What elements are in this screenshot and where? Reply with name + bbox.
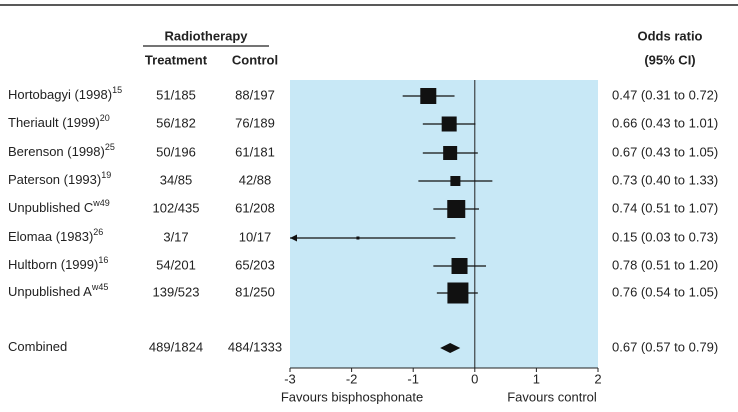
study-name: Paterson (1993)19	[8, 170, 111, 187]
column-header: Odds ratio	[637, 28, 702, 43]
odds-ratio: 0.74 (0.51 to 1.07)	[612, 200, 718, 215]
study-label: Hortobagyi (1998)	[8, 87, 112, 102]
study-name: Theriault (1999)20	[8, 113, 110, 130]
study-name: Unpublished Aw45	[8, 282, 108, 299]
study-label: Berenson (1998)	[8, 144, 105, 159]
control-count: 76/189	[235, 115, 275, 130]
x-axis-label: Favours bisphosphonate	[281, 389, 423, 404]
reference: w49	[92, 198, 110, 208]
study-label: Unpublished A	[8, 284, 92, 299]
x-tick-label: -2	[346, 371, 358, 386]
study-label: Elomaa (1983)	[8, 229, 93, 244]
reference: 19	[101, 170, 111, 180]
treatment-count: 51/185	[156, 87, 196, 102]
study-estimate	[420, 88, 437, 104]
plot-clip	[290, 88, 493, 353]
control-count: 61/208	[235, 200, 275, 215]
treatment-count: 34/85	[160, 172, 193, 187]
study-estimate	[441, 116, 457, 132]
control-count: 88/197	[235, 87, 275, 102]
odds-ratio: 0.47 (0.31 to 0.72)	[612, 87, 718, 102]
x-tick-label: 1	[533, 371, 540, 386]
study-label: Hultborn (1999)	[8, 257, 98, 272]
control-count: 81/250	[235, 284, 275, 299]
control-count: 65/203	[235, 257, 275, 272]
x-tick-label: 2	[594, 371, 601, 386]
study-estimate	[443, 146, 458, 160]
control-count: 42/88	[239, 172, 272, 187]
study-name: Hortobagyi (1998)15	[8, 85, 122, 102]
odds-ratio: 0.67 (0.57 to 0.79)	[612, 339, 718, 354]
treatment-count: 56/182	[156, 115, 196, 130]
study-label: Combined	[8, 339, 67, 354]
study-name: Berenson (1998)25	[8, 142, 115, 159]
reference: 26	[93, 227, 103, 237]
odds-ratio: 0.76 (0.54 to 1.05)	[612, 284, 718, 299]
treatment-count: 50/196	[156, 144, 196, 159]
study-label: Theriault (1999)	[8, 115, 100, 130]
control-count: 10/17	[239, 229, 272, 244]
treatment-count: 54/201	[156, 257, 196, 272]
x-tick-label: -3	[284, 371, 296, 386]
treatment-count: 3/17	[163, 229, 188, 244]
column-header: Treatment	[145, 52, 208, 67]
odds-ratio: 0.15 (0.03 to 0.73)	[612, 229, 718, 244]
treatment-count: 489/1824	[149, 339, 203, 354]
odds-ratio: 0.73 (0.40 to 1.33)	[612, 172, 718, 187]
treatment-count: 139/523	[153, 284, 200, 299]
study-estimate	[447, 200, 466, 218]
study-estimate	[451, 258, 468, 274]
study-estimate	[447, 282, 469, 304]
reference: 20	[100, 113, 110, 123]
reference: w45	[91, 282, 109, 292]
column-header: (95% CI)	[644, 52, 695, 67]
odds-ratio: 0.66 (0.43 to 1.01)	[612, 115, 718, 130]
control-count: 484/1333	[228, 339, 282, 354]
combined-estimate	[440, 343, 461, 353]
ci-arrow	[290, 234, 297, 242]
study-estimate	[356, 236, 360, 240]
study-name: Combined	[8, 339, 67, 354]
study-label: Unpublished C	[8, 200, 93, 215]
x-tick-label: 0	[471, 371, 478, 386]
treatment-count: 102/435	[153, 200, 200, 215]
x-axis-label: Favours control	[507, 389, 597, 404]
reference: 16	[98, 255, 108, 265]
study-name: Elomaa (1983)26	[8, 227, 103, 244]
odds-ratio: 0.67 (0.43 to 1.05)	[612, 144, 718, 159]
study-estimate	[450, 176, 461, 186]
study-name: Unpublished Cw49	[8, 198, 110, 215]
reference: 25	[105, 142, 115, 152]
x-tick-label: -1	[407, 371, 419, 386]
control-count: 61/181	[235, 144, 275, 159]
group-header: Radiotherapy	[164, 28, 248, 43]
study-label: Paterson (1993)	[8, 172, 101, 187]
column-header: Control	[232, 52, 278, 67]
study-name: Hultborn (1999)16	[8, 255, 108, 272]
reference: 15	[112, 85, 122, 95]
odds-ratio: 0.78 (0.51 to 1.20)	[612, 257, 718, 272]
